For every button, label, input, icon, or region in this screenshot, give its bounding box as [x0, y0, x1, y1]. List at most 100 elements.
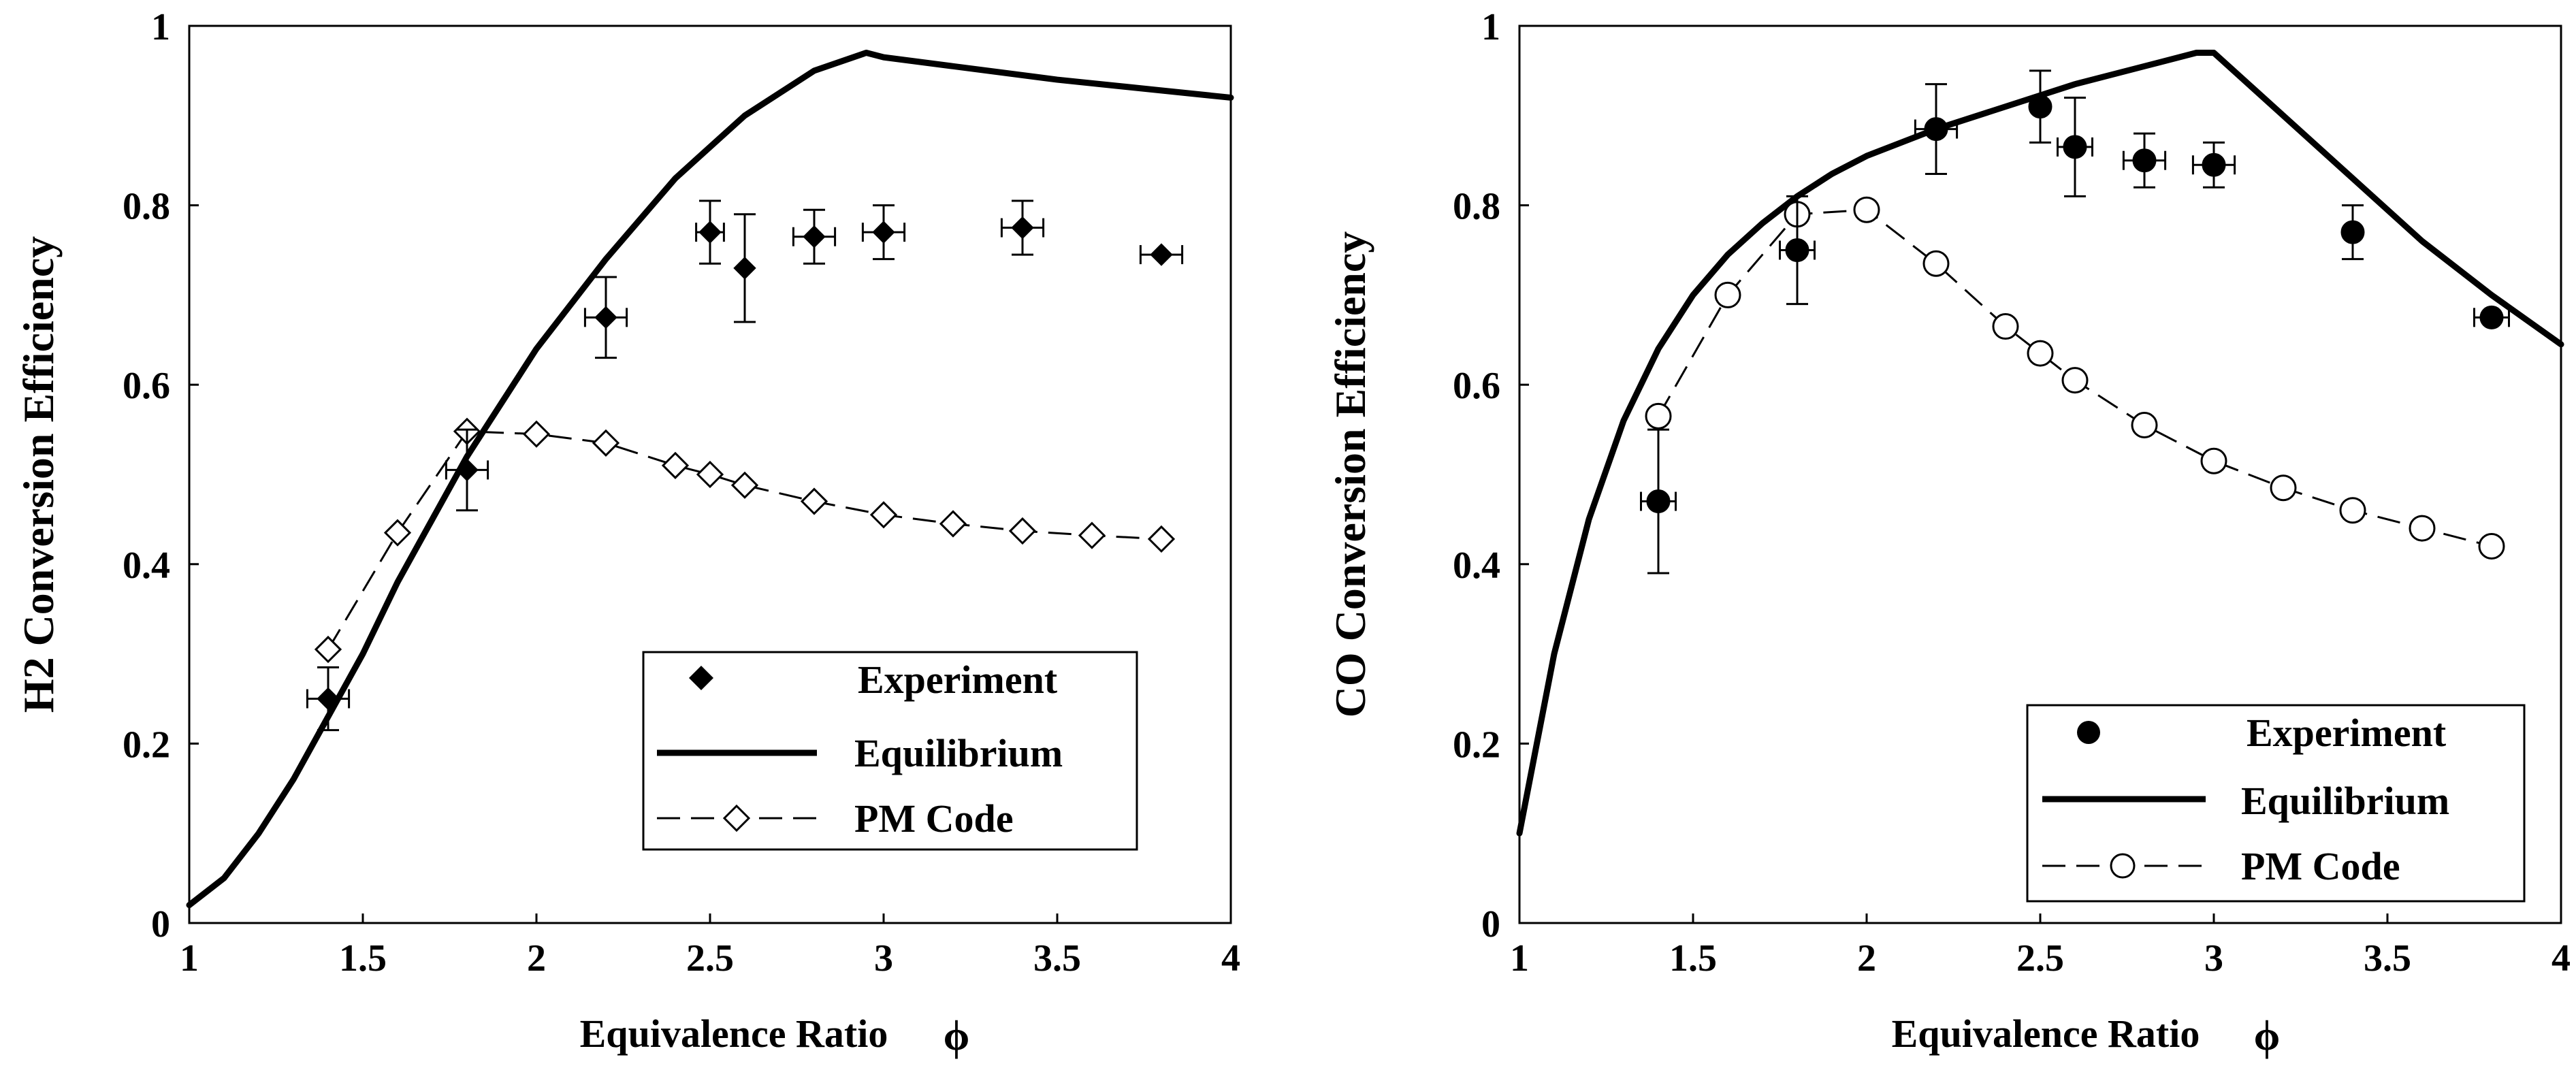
h2-experiment-point: [1011, 216, 1034, 240]
h2-legend-equilibrium-label: Equilibrium: [854, 731, 1063, 775]
h2-legend: Experiment Equilibrium PM Code: [642, 651, 1138, 851]
h2-x-axis-label: Equivalence Ratio: [580, 1012, 888, 1056]
co-pm-code-point: [1853, 196, 1880, 223]
co-y-tick-label: 0.4: [1453, 545, 1500, 587]
co-experiment-point: [1785, 238, 1809, 262]
co-experiment-point: [2132, 148, 2157, 173]
h2-y-tick-label: 0.6: [123, 365, 170, 407]
co-legend-pm-label: PM Code: [2241, 844, 2400, 888]
co-legend-equilibrium-label: Equilibrium: [2241, 779, 2449, 823]
h2-y-axis-label: H2 Conversion Efficiency: [14, 236, 63, 713]
co-x-tick-label: 4: [2551, 937, 2571, 980]
h2-pm-code-point: [314, 635, 342, 664]
h2-x-tick-label: 1.5: [339, 937, 387, 980]
co-y-axis-label: CO Conversion Efficiency: [1326, 231, 1374, 718]
co-pm-code-point: [2409, 515, 2436, 542]
co-legend: Experiment Equilibrium PM Code: [2026, 704, 2526, 903]
h2-x-tick-label: 2: [527, 937, 546, 980]
h2-legend-experiment-marker: [689, 666, 713, 690]
co-experiment-point: [1924, 117, 1948, 142]
co-experiment-point: [2340, 220, 2365, 244]
co-pm-code-point: [2200, 447, 2227, 474]
co-equilibrium-line: [1516, 50, 2564, 837]
h2-legend-pm-marker: [722, 804, 751, 832]
co-y-ticks: 0 0.2 0.4 0.6 0.8 1: [1453, 6, 1529, 945]
co-legend-experiment-marker: [2077, 721, 2100, 744]
co-pm-code-point: [1992, 313, 2019, 340]
co-legend-box: [2026, 704, 2526, 903]
co-legend-pm-marker: [2110, 853, 2136, 879]
h2-y-ticks: 0 0.2 0.4 0.6 0.8 1: [123, 6, 199, 945]
h2-y-tick-label: 1: [151, 6, 170, 48]
co-x-tick-label: 2: [1857, 937, 1876, 980]
co-x-tick-label: 3: [2204, 937, 2223, 980]
co-series-layer: [1516, 50, 2564, 837]
h2-pm-code-point: [939, 510, 967, 538]
h2-experiment-point: [1150, 243, 1173, 266]
co-y-tick-label: 0.2: [1453, 724, 1500, 766]
co-experiment-point: [2028, 95, 2052, 119]
co-legend-experiment-label: Experiment: [2247, 711, 2447, 755]
h2-pm-code-point: [800, 487, 828, 515]
h2-experiment-point: [698, 221, 722, 244]
h2-chart-panel: 0 0.2 0.4 0.6 0.8 1 1 1.5 2 2.5 3 3.5 4 H2 Conversi…: [14, 6, 1240, 1059]
h2-pm-code-point: [730, 471, 759, 499]
co-pm-code-point: [2478, 532, 2505, 560]
h2-experiment-point: [594, 306, 617, 329]
co-pm-code-point: [2270, 474, 2297, 502]
h2-experiment-point: [317, 687, 340, 711]
co-pm-code-point: [2061, 367, 2089, 394]
co-experiment-point: [2202, 152, 2226, 177]
h2-y-tick-label: 0.8: [123, 186, 170, 228]
h2-pm-code-point: [592, 429, 620, 457]
h2-pm-code-point: [1008, 517, 1037, 545]
h2-pm-code-point: [522, 420, 551, 448]
co-pm-code-point: [1645, 402, 1672, 430]
h2-y-tick-label: 0.2: [123, 724, 170, 766]
h2-x-tick-label: 2.5: [686, 937, 734, 980]
co-y-tick-label: 1: [1481, 6, 1500, 48]
co-pm-code-point: [1922, 250, 1950, 277]
co-x-ticks: 1 1.5 2 2.5 3 3.5 4: [1510, 913, 2571, 980]
h2-pm-code-point: [1078, 521, 1106, 549]
h2-experiment-point: [872, 221, 895, 244]
co-x-tick-label: 2.5: [2016, 937, 2064, 980]
h2-experiment-point: [803, 225, 826, 248]
co-x-tick-label: 3.5: [2364, 937, 2411, 980]
h2-y-tick-label: 0.4: [123, 545, 170, 587]
co-y-tick-label: 0.8: [1453, 186, 1500, 228]
h2-x-tick-label: 4: [1221, 937, 1240, 980]
h2-pm-code-point: [661, 451, 690, 479]
h2-pm-code-line: [327, 430, 1162, 650]
h2-experiment-point: [733, 257, 756, 280]
co-pm-code-point: [2131, 412, 2158, 439]
co-pm-code-point: [1714, 281, 1741, 308]
co-x-axis-symbol: ϕ: [2254, 1013, 2281, 1059]
h2-x-tick-label: 1: [180, 937, 199, 980]
co-y-tick-label: 0.6: [1453, 365, 1500, 407]
h2-equilibrium-line: [186, 50, 1234, 909]
h2-pm-code-point: [383, 519, 412, 547]
h2-x-tick-label: 3.5: [1033, 937, 1081, 980]
h2-experiment-point: [455, 458, 479, 482]
h2-pm-code-point: [1147, 525, 1176, 553]
co-chart-panel: 0 0.2 0.4 0.6 0.8 1 1 1.5 2 2.5 3 3.5 4 CO Conversi…: [1326, 6, 2571, 1059]
h2-legend-pm-label: PM Code: [854, 796, 1014, 841]
h2-legend-experiment-label: Experiment: [858, 658, 1058, 702]
co-x-axis-label: Equivalence Ratio: [1892, 1012, 2200, 1056]
co-x-tick-label: 1: [1510, 937, 1529, 980]
co-y-tick-label: 0: [1481, 903, 1500, 945]
h2-series-layer: [186, 50, 1234, 909]
h2-x-axis-symbol: ϕ: [944, 1013, 970, 1059]
h2-y-tick-label: 0: [151, 903, 170, 945]
h2-x-ticks: 1 1.5 2 2.5 3 3.5 4: [180, 913, 1240, 980]
co-pm-code-point: [2027, 340, 2054, 367]
h2-pm-code-point: [869, 501, 898, 529]
co-experiment-point: [1646, 489, 1671, 514]
h2-pm-code-point: [696, 460, 724, 489]
h2-x-tick-label: 3: [874, 937, 893, 980]
co-experiment-point: [2479, 305, 2504, 329]
co-x-tick-label: 1.5: [1669, 937, 1717, 980]
co-experiment-point: [2063, 135, 2087, 159]
